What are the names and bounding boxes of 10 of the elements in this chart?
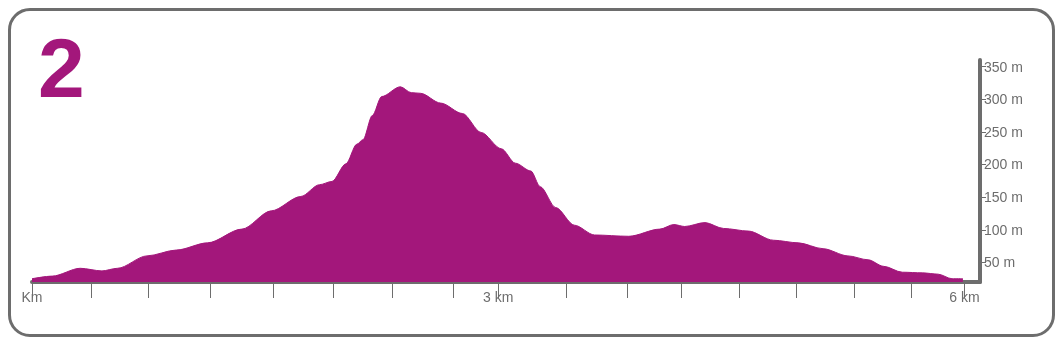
chart-title: 2 [38,21,85,115]
x-tick-label: 3 km [483,289,514,305]
y-tick-label: 200 m [984,156,1023,173]
y-tick-label: 300 m [984,91,1023,108]
y-tick-label: 100 m [984,221,1023,238]
y-tick-label: 50 m [984,254,1016,271]
y-tick-label: 150 m [984,189,1023,206]
x-tick-label: 6 km [949,289,980,305]
y-tick-label: 350 m [984,58,1023,75]
y-tick-label: 250 m [984,123,1023,140]
